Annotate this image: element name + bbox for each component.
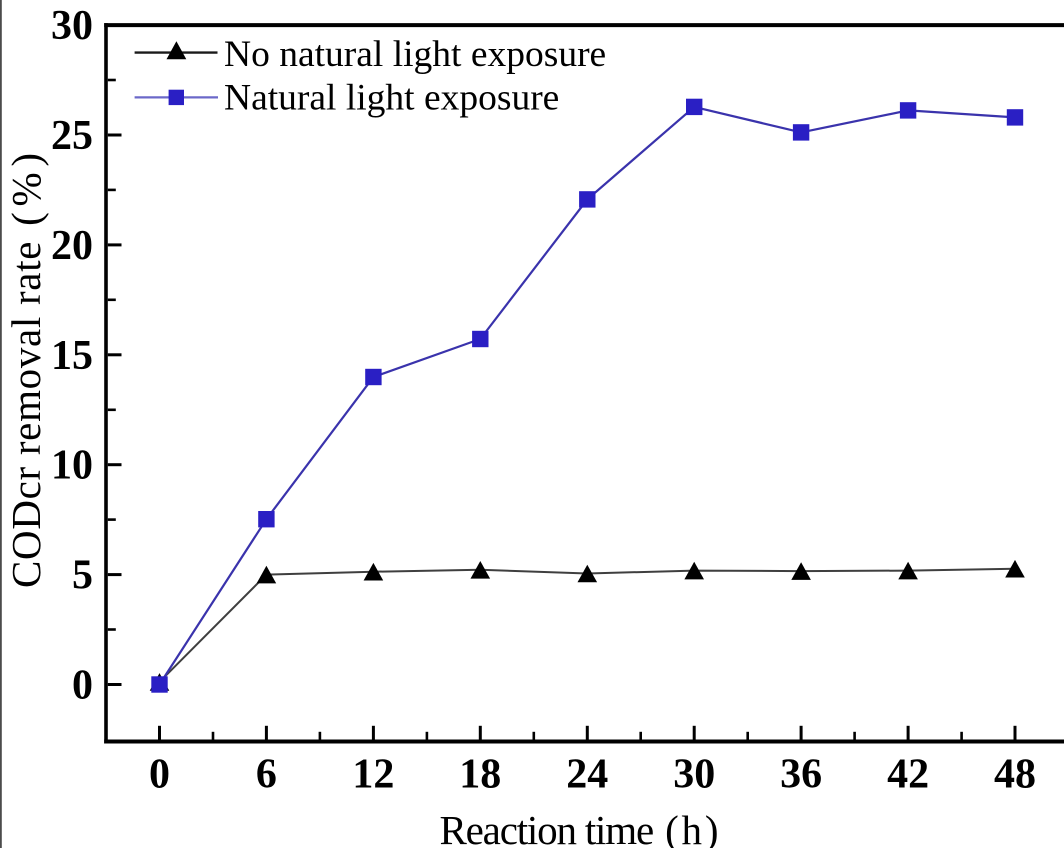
svg-text:15: 15 xyxy=(51,333,93,379)
svg-text:10: 10 xyxy=(51,443,93,489)
svg-text:42: 42 xyxy=(887,752,929,798)
svg-text:20: 20 xyxy=(51,223,93,269)
svg-text:30: 30 xyxy=(673,752,715,798)
svg-text:30: 30 xyxy=(51,3,93,49)
svg-text:24: 24 xyxy=(566,752,608,798)
svg-text:CODcr removal rate (%): CODcr removal rate (%) xyxy=(3,153,49,588)
svg-text:18: 18 xyxy=(459,752,501,798)
svg-text:Natural light exposure: Natural light exposure xyxy=(224,78,559,119)
svg-text:No natural light exposure: No natural light exposure xyxy=(224,34,606,75)
svg-text:48: 48 xyxy=(994,752,1036,798)
svg-text:0: 0 xyxy=(149,752,170,798)
svg-text:0: 0 xyxy=(72,663,93,709)
svg-text:5: 5 xyxy=(72,553,93,599)
svg-text:25: 25 xyxy=(51,113,93,159)
svg-text:12: 12 xyxy=(352,752,394,798)
svg-text:36: 36 xyxy=(780,752,822,798)
svg-text:6: 6 xyxy=(256,752,277,798)
svg-text:Reaction time (h): Reaction time (h) xyxy=(440,807,719,848)
